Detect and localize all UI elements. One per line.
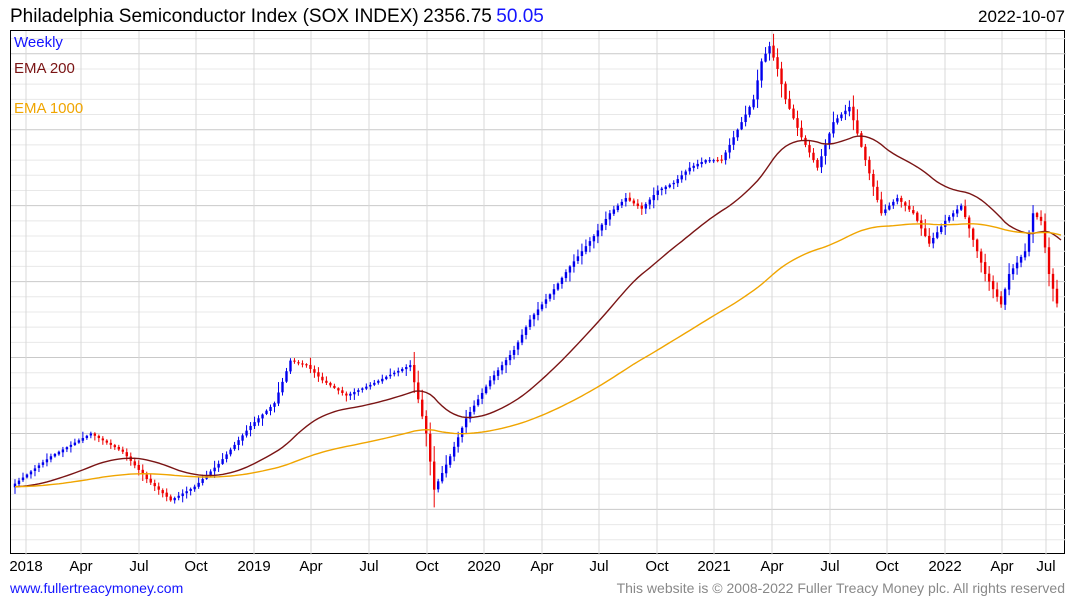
chart-title: Philadelphia Semiconductor Index (SOX IN… bbox=[10, 6, 419, 27]
xaxis-tick-18: Jul bbox=[1036, 558, 1055, 575]
xaxis-tick-12: 2021 bbox=[697, 558, 730, 575]
xaxis-tick-7: Oct bbox=[415, 558, 438, 575]
header-bar: Philadelphia Semiconductor Index (SOX IN… bbox=[0, 0, 1075, 30]
xaxis-tick-17: Apr bbox=[990, 558, 1013, 575]
xaxis-tick-13: Apr bbox=[760, 558, 783, 575]
xaxis-tick-14: Jul bbox=[820, 558, 839, 575]
xaxis-tick-8: 2020 bbox=[467, 558, 500, 575]
chart-price: 2356.75 bbox=[423, 6, 492, 27]
chart-svg bbox=[11, 31, 1066, 555]
xaxis-tick-2: Jul bbox=[129, 558, 148, 575]
xaxis-tick-0: 2018 bbox=[9, 558, 42, 575]
candlestick-chart: 4000 3500 3000 2500 2000 1500 1000 2018 … bbox=[10, 30, 1065, 554]
legend-block: Weekly EMA 200 EMA 1000 bbox=[14, 30, 83, 122]
xaxis-tick-15: Oct bbox=[875, 558, 898, 575]
footer-copyright: This website is © 2008-2022 Fuller Treac… bbox=[617, 580, 1065, 596]
legend-ema1000-label: EMA 1000 bbox=[14, 96, 83, 122]
xaxis-tick-1: Apr bbox=[69, 558, 92, 575]
legend-ema200-label: EMA 200 bbox=[14, 60, 75, 77]
xaxis-tick-9: Apr bbox=[530, 558, 553, 575]
title-group: Philadelphia Semiconductor Index (SOX IN… bbox=[10, 6, 544, 28]
chart-date: 2022-10-07 bbox=[978, 7, 1065, 27]
footer-bar: www.fullertreacymoney.com This website i… bbox=[10, 580, 1065, 596]
footer-site-link[interactable]: www.fullertreacymoney.com bbox=[10, 580, 183, 596]
chart-change: 50.05 bbox=[496, 6, 544, 27]
xaxis-tick-10: Jul bbox=[589, 558, 608, 575]
xaxis-tick-16: 2022 bbox=[928, 558, 961, 575]
xaxis-tick-6: Jul bbox=[359, 558, 378, 575]
xaxis-tick-3: Oct bbox=[184, 558, 207, 575]
legend-weekly-label: Weekly bbox=[14, 34, 63, 51]
xaxis-tick-11: Oct bbox=[645, 558, 668, 575]
xaxis-tick-5: Apr bbox=[299, 558, 322, 575]
xaxis-tick-4: 2019 bbox=[237, 558, 270, 575]
